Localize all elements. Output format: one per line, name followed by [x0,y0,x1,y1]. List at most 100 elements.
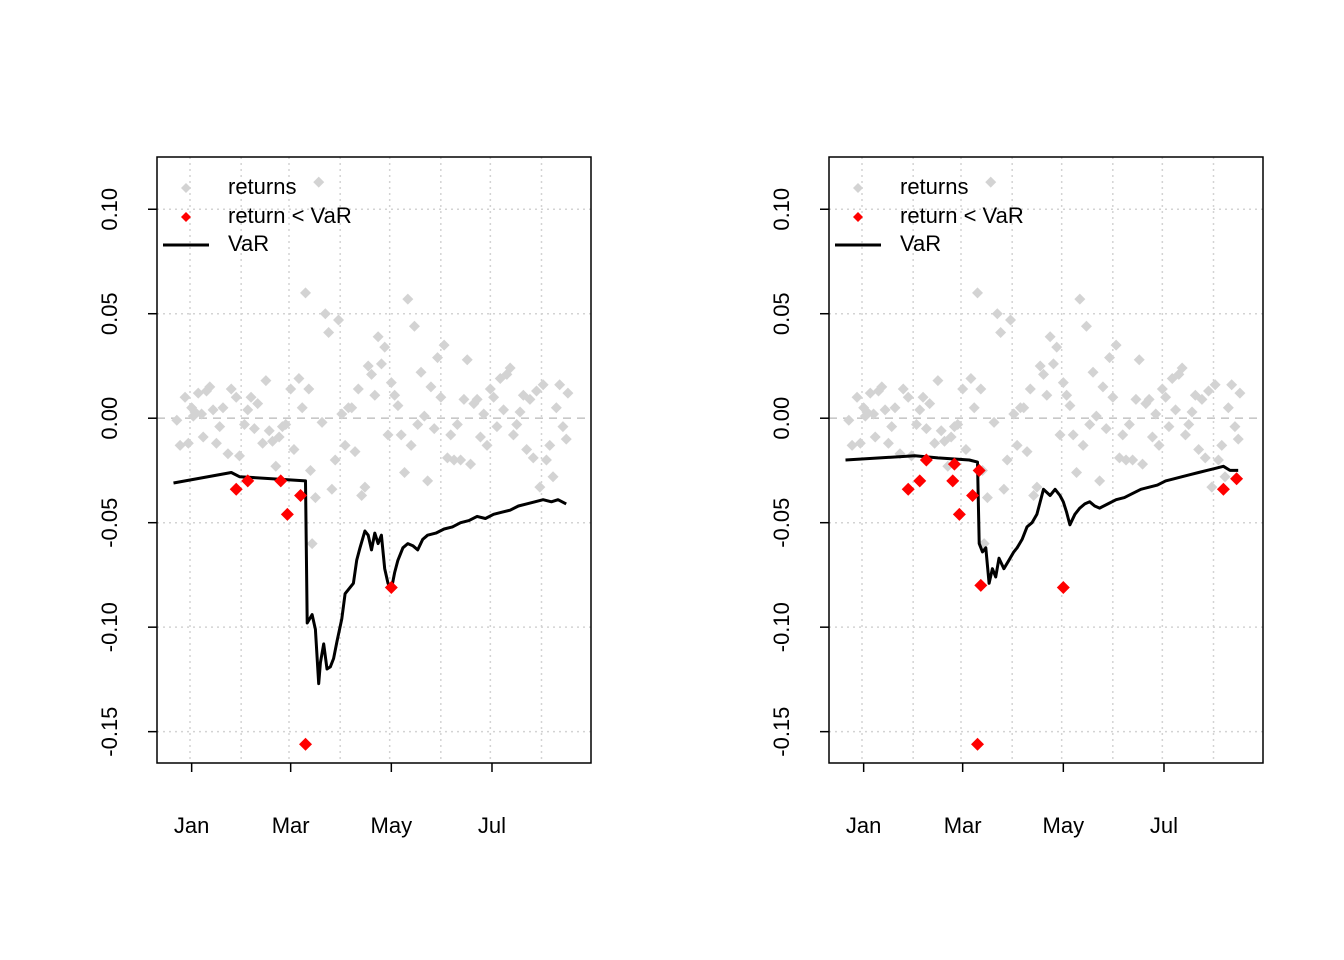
return-point [1150,408,1162,420]
return-point [886,421,898,433]
return-point [418,410,430,422]
return-point [1176,362,1188,374]
return-point [1061,389,1073,401]
return-point [932,375,944,387]
return-point [1229,421,1241,433]
return-point [1232,433,1244,445]
exceedance-point [274,474,288,488]
return-point [306,538,318,550]
return-point [402,293,414,305]
return-point [557,421,569,433]
legend-label: return < VaR [228,203,352,228]
return-point [408,320,420,332]
return-point [1044,331,1056,343]
return-point [458,393,470,405]
return-point [998,483,1010,495]
return-point [897,383,909,395]
return-point [1156,383,1168,395]
legend-exceed-marker [181,212,191,222]
exceedance-point [913,474,927,488]
return-point [902,391,914,403]
return-point [349,446,361,458]
return-point [1074,293,1086,305]
return-point [975,383,987,395]
return-point [914,404,926,416]
return-point [1206,481,1218,493]
return-point [1100,423,1112,435]
return-point [481,439,493,451]
return-point [537,379,549,391]
return-point [359,481,371,493]
series-returns [171,176,574,550]
return-point [1047,358,1059,370]
return-point [1226,379,1238,391]
return-point [428,423,440,435]
exceedance-point [1230,472,1244,486]
return-point [562,387,574,399]
return-point [1077,439,1089,451]
return-point [869,431,881,443]
return-point [214,421,226,433]
y-tick-label: 0.00 [769,397,794,440]
return-point [1034,360,1046,372]
return-point [491,421,503,433]
return-point [1137,458,1149,470]
return-point [280,418,292,430]
series-exceedances [229,474,398,751]
return-point [1071,467,1083,479]
return-point [461,354,473,366]
return-point [304,464,316,476]
legend: returns return < VaR VaR [835,174,1024,256]
return-point [501,368,513,380]
return-point [197,431,209,443]
return-point [879,404,891,416]
y-tick-label: -0.05 [97,498,122,548]
return-point [484,383,496,395]
return-point [1127,454,1139,466]
x-tick-label: May [1043,813,1085,838]
return-point [465,458,477,470]
exceedance-point [966,489,980,503]
return-point [474,431,486,443]
return-point [995,327,1007,339]
return-point [929,437,941,449]
plot-frame [156,156,592,764]
return-point [1028,490,1040,502]
return-point [375,358,387,370]
exceedance-point [1216,482,1230,496]
return-point [1117,429,1129,441]
return-point [248,423,260,435]
exceedance-point [241,474,255,488]
return-point [1234,387,1246,399]
return-point [1084,418,1096,430]
return-point [1170,404,1182,416]
grid [829,157,1263,763]
exceedance-point [294,489,308,503]
y-tick-label: -0.10 [97,602,122,652]
return-point [1123,418,1135,430]
legend-label: VaR [900,231,941,256]
return-point [550,402,562,414]
return-point [917,391,929,403]
return-point [1031,481,1043,493]
return-point [1183,418,1195,430]
return-point [1216,439,1228,451]
return-point [957,383,969,395]
return-point [238,418,250,430]
return-point [369,389,381,401]
return-point [876,381,888,393]
return-point [478,408,490,420]
y-axis: -0.15 -0.10 -0.05 0.00 0.05 0.10 [97,188,157,757]
x-tick-label: Jan [846,813,881,838]
return-point [339,439,351,451]
legend-label: returns [900,174,968,199]
return-point [225,383,237,395]
return-point [1041,389,1053,401]
return-point [981,492,993,504]
return-point [438,339,450,351]
x-tick-label: Jan [174,813,209,838]
legend-label: VaR [228,231,269,256]
return-point [207,404,219,416]
return-point [1097,381,1109,393]
return-point [179,391,191,403]
